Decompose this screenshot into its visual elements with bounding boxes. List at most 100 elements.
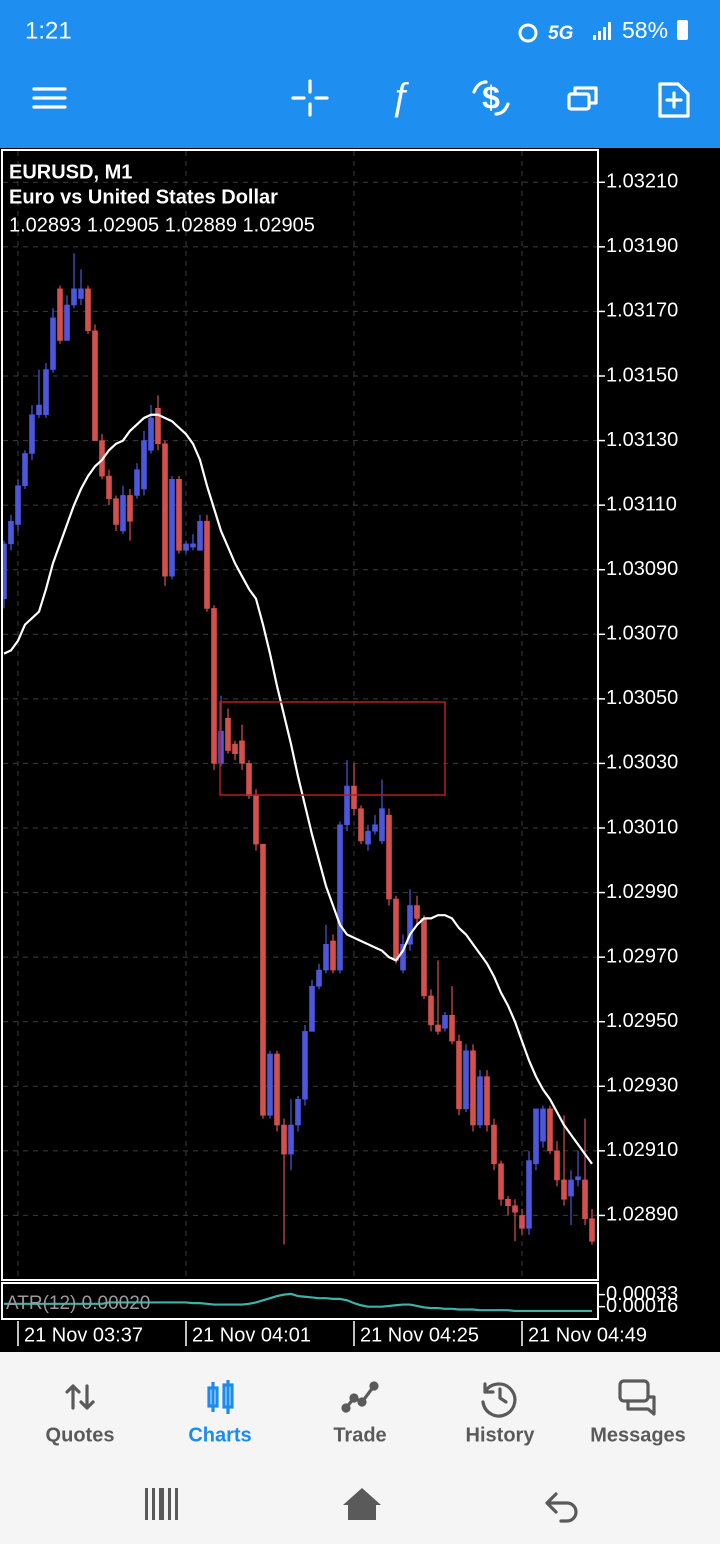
candle-body [309,985,315,1032]
atr-title: ATR(12) 0.00020 [6,1293,150,1314]
nav-item[interactable]: Charts [188,1424,251,1446]
messages-icon[interactable] [618,1379,656,1416]
candle-body [253,795,259,845]
y-tick-label: 1.03070 [606,623,678,645]
candle-body [239,740,245,764]
indicators-button[interactable]: ƒ [389,76,410,119]
y-tick-label: 1.02990 [606,881,678,903]
candle-body [15,485,21,525]
alarm-icon [518,23,538,43]
candle-body [428,995,434,1026]
windows-button[interactable] [567,86,598,111]
app-bar [0,0,720,148]
candle-body [519,1215,525,1229]
candle-body [582,1179,588,1219]
candle-body [400,943,406,971]
atr-line [4,1292,592,1313]
status-network: 5G [548,23,574,44]
candle-body [134,469,140,496]
back-button[interactable] [545,1492,578,1523]
nav-item[interactable]: Messages [590,1424,686,1446]
charts-icon[interactable] [207,1380,234,1414]
candle-body [365,830,371,845]
recents-button[interactable] [145,1488,178,1520]
svg-text:$: $ [482,79,500,115]
candle-body [589,1218,595,1242]
candle-body [393,898,399,961]
candle-body [155,407,161,445]
x-tick-label: 21 Nov 04:25 [360,1324,479,1346]
candle-body [50,317,56,370]
candle-body [176,479,182,551]
candle-body [211,608,217,764]
candle-body [274,1053,280,1126]
trade-button[interactable]: $ [472,79,510,116]
main-pane-border [1,149,599,1281]
y-tick-label: 1.03170 [606,300,678,322]
candle-body [547,1108,553,1152]
candle-body [351,785,357,809]
candle-body [232,743,238,755]
y-tick-label: 1.02970 [606,945,678,967]
candle-body [148,417,154,451]
y-tick-label: 1.03090 [606,558,678,580]
y-tick-label: 1.03210 [606,171,678,193]
candle-body [372,824,378,832]
y-tick-label: 1.02930 [606,1075,678,1097]
trade-icon[interactable] [341,1381,379,1413]
y-tick-label: 1.03010 [606,816,678,838]
chart-background [0,148,720,1352]
candle-body [22,453,28,487]
crosshair-button[interactable] [291,79,329,117]
candle-body [204,520,210,609]
candle-body [561,1179,567,1200]
x-tick-label: 21 Nov 04:01 [192,1324,311,1346]
y-tick-label: 1.03110 [606,493,677,515]
candle-body [106,475,112,499]
y-tick-label: 0.00033 [606,1283,678,1305]
candle-body [575,1176,581,1181]
candle-body [85,288,91,332]
candle-body [113,498,119,525]
candle-body [463,1050,469,1110]
candle-body [260,843,266,1116]
candle-body [512,1205,518,1213]
candle-body [120,495,126,532]
candle-body [386,814,392,900]
y-tick-label: 1.02890 [606,1204,678,1226]
symbol-title: EURUSD, M1 [9,161,132,183]
candle-body [316,969,322,987]
x-tick-label: 21 Nov 03:37 [24,1324,143,1346]
candle-body [57,288,63,341]
candle-body [477,1076,483,1126]
quotes-icon[interactable] [65,1384,95,1410]
quote-ohlc: 1.02893 1.02905 1.02889 1.02905 [9,214,315,236]
status-time: 1:21 [25,17,72,44]
candle-body [8,520,14,545]
moving-average [3,413,593,1165]
new-order-button[interactable] [658,82,690,118]
symbol-description: Euro vs United States Dollar [9,186,278,208]
home-button[interactable] [343,1488,381,1520]
history-icon[interactable] [481,1382,517,1418]
nav-item[interactable]: History [466,1424,536,1446]
candle-body [295,1098,301,1126]
candle-body [442,1014,448,1029]
candle-body [533,1108,539,1165]
candle-body [162,443,168,577]
drawn-rectangle [219,701,446,796]
candle-body [64,304,70,341]
y-tick-label: 1.02950 [606,1010,678,1032]
candle-body [246,763,252,797]
candle-body [323,943,329,971]
candle-body [421,918,427,997]
candle-body [43,369,49,416]
candle-body [281,1124,287,1155]
nav-item[interactable]: Trade [333,1424,386,1446]
candle-body [183,543,189,551]
candle-body [330,940,336,971]
menu-button[interactable] [32,87,67,109]
nav-item[interactable]: Quotes [46,1424,115,1446]
status-battery: 58% [622,17,668,43]
candle-body [540,1108,546,1142]
